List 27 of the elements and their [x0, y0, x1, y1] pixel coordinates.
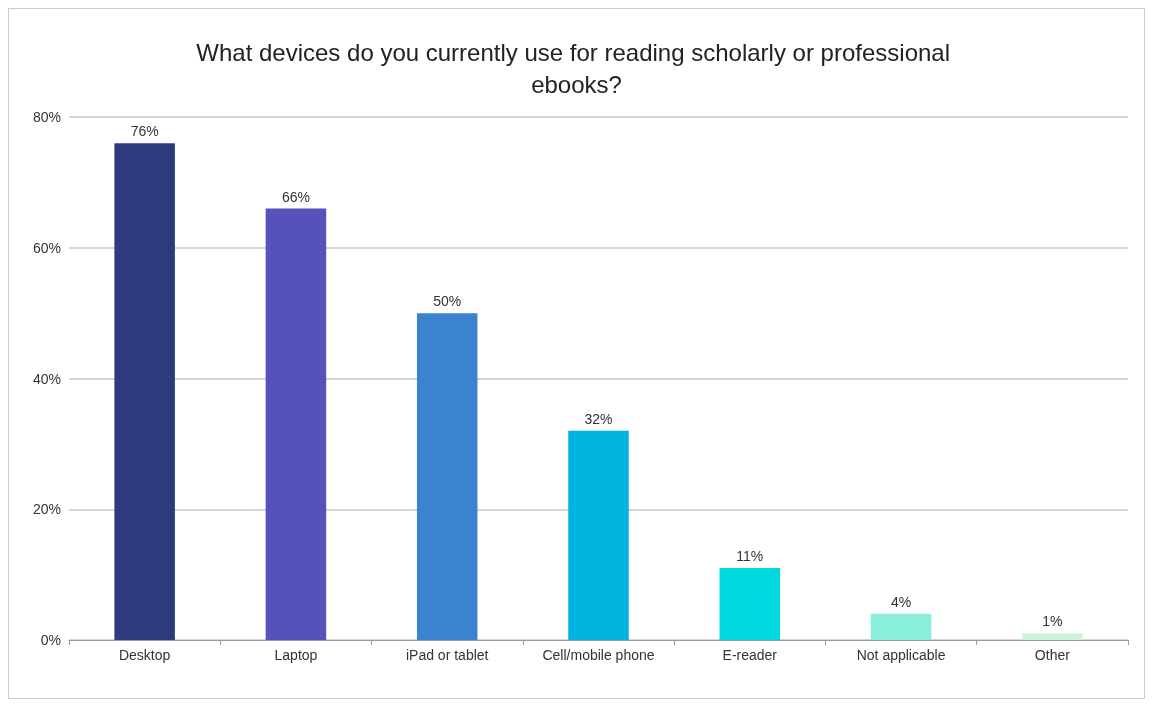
- data-label: 76%: [130, 123, 159, 140]
- bar: [416, 313, 478, 640]
- x-tick-label: Desktop: [118, 647, 171, 663]
- bar: [719, 568, 781, 640]
- y-tick-label: 20%: [32, 501, 61, 518]
- data-label: 11%: [736, 548, 764, 565]
- x-tick-label: Laptop: [274, 647, 318, 663]
- bar: [870, 613, 932, 640]
- x-tick-label: Cell/mobile phone: [542, 647, 655, 663]
- x-tick-label: Other: [1034, 647, 1071, 663]
- bar: [1022, 633, 1083, 640]
- data-label: 50%: [433, 293, 462, 310]
- bar: [265, 208, 327, 640]
- y-tick-label: 60%: [32, 239, 61, 256]
- y-tick-label: 0%: [40, 632, 61, 648]
- data-label: 1%: [1042, 613, 1063, 630]
- data-label: 4%: [890, 593, 912, 610]
- x-tick-label: iPad or tablet: [405, 647, 489, 663]
- data-label: 32%: [584, 410, 613, 427]
- bar: [114, 143, 175, 640]
- chart-title: What devices do you currently use for reading scholarly or professional ebooks?: [196, 38, 957, 98]
- y-tick-label: 80%: [32, 109, 61, 125]
- x-tick-label: E-reader: [722, 647, 778, 663]
- x-tick-label: Not applicable: [856, 647, 946, 663]
- bar: [568, 430, 629, 640]
- y-tick-label: 40%: [32, 370, 61, 387]
- data-label: 66%: [281, 188, 310, 205]
